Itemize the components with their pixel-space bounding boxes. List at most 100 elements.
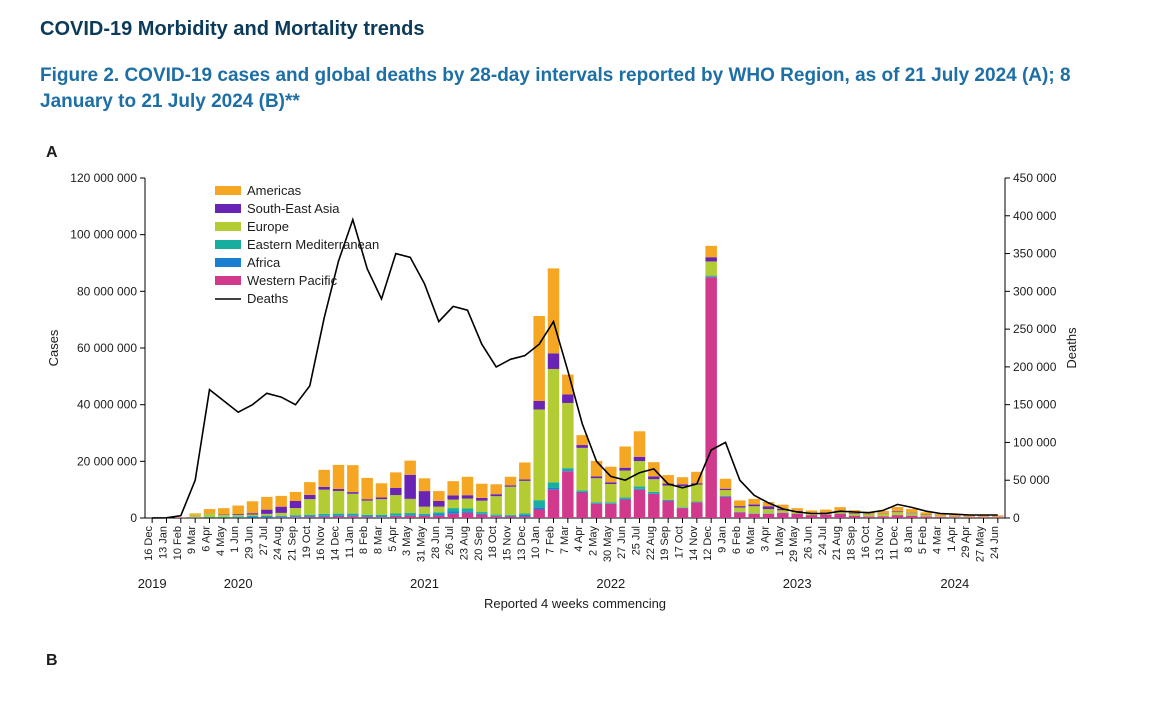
- svg-text:20 000 000: 20 000 000: [77, 455, 137, 469]
- svg-text:13 Dec: 13 Dec: [516, 526, 528, 561]
- svg-text:29 May: 29 May: [788, 526, 800, 563]
- y-left-title: Cases: [46, 329, 61, 366]
- svg-text:29 Apr: 29 Apr: [960, 526, 972, 558]
- svg-text:23 Aug: 23 Aug: [459, 526, 471, 560]
- svg-text:13 Jan: 13 Jan: [158, 526, 170, 559]
- svg-text:27 May: 27 May: [975, 526, 987, 563]
- svg-text:21 Sep: 21 Sep: [287, 526, 299, 561]
- svg-text:30 May: 30 May: [602, 526, 614, 563]
- chart-a: 0 20 000 000 40 000 000 60 000 000 80 000 00…: [40, 168, 1090, 638]
- svg-text:Americas: Americas: [247, 183, 302, 198]
- svg-text:0: 0: [1013, 511, 1020, 525]
- svg-text:Eastern Mediterranean: Eastern Mediterranean: [247, 237, 379, 252]
- svg-text:350 000: 350 000: [1013, 247, 1057, 261]
- svg-text:3 May: 3 May: [401, 526, 413, 556]
- svg-text:27 Jul: 27 Jul: [258, 526, 270, 555]
- svg-text:100 000: 100 000: [1013, 436, 1057, 450]
- svg-text:18 Oct: 18 Oct: [487, 526, 499, 558]
- svg-text:4 Apr: 4 Apr: [573, 526, 585, 552]
- svg-text:0: 0: [130, 511, 137, 525]
- svg-text:21 Aug: 21 Aug: [831, 526, 843, 560]
- svg-text:16 Dec: 16 Dec: [143, 526, 155, 561]
- figure-title: Figure 2. COVID-19 cases and global deat…: [40, 63, 1136, 114]
- svg-text:14 Nov: 14 Nov: [688, 526, 700, 561]
- svg-text:14 Dec: 14 Dec: [330, 526, 342, 561]
- svg-text:31 May: 31 May: [416, 526, 428, 563]
- panel-a-label: A: [46, 144, 1136, 162]
- svg-text:6 Feb: 6 Feb: [731, 526, 743, 554]
- svg-text:29 Jun: 29 Jun: [244, 526, 256, 559]
- x-axis-labels: 16 Dec13 Jan10 Feb9 Mar6 Apr4 May1 Jun29…: [143, 518, 1001, 562]
- x-axis-title: Reported 4 weeks commencing: [484, 596, 666, 611]
- svg-text:5 Feb: 5 Feb: [917, 526, 929, 554]
- svg-text:26 Jul: 26 Jul: [444, 526, 456, 555]
- svg-text:19 Sep: 19 Sep: [659, 526, 671, 561]
- chart-a-svg: 0 20 000 000 40 000 000 60 000 000 80 000 00…: [40, 168, 1090, 638]
- svg-text:400 000: 400 000: [1013, 209, 1057, 223]
- svg-text:1 May: 1 May: [774, 526, 786, 556]
- svg-text:80 000 000: 80 000 000: [77, 285, 137, 299]
- legend: Americas South-East Asia Europe Eastern Med…: [215, 183, 379, 306]
- svg-text:2021: 2021: [410, 576, 439, 591]
- svg-text:10 Jan: 10 Jan: [530, 526, 542, 559]
- svg-text:10 Feb: 10 Feb: [172, 526, 184, 560]
- svg-text:8 Jan: 8 Jan: [903, 526, 915, 553]
- svg-text:2024: 2024: [940, 576, 969, 591]
- svg-text:5 Apr: 5 Apr: [387, 526, 399, 552]
- svg-text:16 Oct: 16 Oct: [860, 526, 872, 558]
- svg-text:200 000: 200 000: [1013, 360, 1057, 374]
- svg-text:4 Mar: 4 Mar: [932, 526, 944, 554]
- svg-text:15 Nov: 15 Nov: [502, 526, 514, 561]
- svg-text:2019: 2019: [138, 576, 167, 591]
- svg-text:25 Jul: 25 Jul: [631, 526, 643, 555]
- svg-text:24 Aug: 24 Aug: [272, 526, 284, 560]
- svg-text:27 Jun: 27 Jun: [616, 526, 628, 559]
- svg-text:60 000 000: 60 000 000: [77, 341, 137, 355]
- svg-text:Deaths: Deaths: [247, 291, 289, 306]
- svg-text:40 000 000: 40 000 000: [77, 398, 137, 412]
- svg-text:2023: 2023: [783, 576, 812, 591]
- svg-text:2020: 2020: [224, 576, 253, 591]
- svg-text:4 May: 4 May: [215, 526, 227, 556]
- svg-text:7 Mar: 7 Mar: [559, 526, 571, 554]
- svg-text:8 Feb: 8 Feb: [358, 526, 370, 554]
- panel-b-label: B: [46, 652, 1136, 670]
- svg-text:13 Nov: 13 Nov: [874, 526, 886, 561]
- svg-text:7 Feb: 7 Feb: [545, 526, 557, 554]
- svg-text:2 May: 2 May: [588, 526, 600, 556]
- svg-text:24 Jun: 24 Jun: [989, 526, 1001, 559]
- svg-text:3 Apr: 3 Apr: [760, 526, 772, 552]
- svg-text:12 Dec: 12 Dec: [702, 526, 714, 561]
- svg-text:Europe: Europe: [247, 219, 289, 234]
- svg-text:South-East Asia: South-East Asia: [247, 201, 340, 216]
- svg-text:18 Sep: 18 Sep: [846, 526, 858, 561]
- svg-text:20 Sep: 20 Sep: [473, 526, 485, 561]
- svg-text:2022: 2022: [596, 576, 625, 591]
- svg-text:17 Oct: 17 Oct: [674, 526, 686, 558]
- y-right-title: Deaths: [1064, 327, 1079, 369]
- svg-text:16 Nov: 16 Nov: [315, 526, 327, 561]
- svg-text:9 Mar: 9 Mar: [186, 526, 198, 554]
- svg-text:11 Jan: 11 Jan: [344, 526, 356, 558]
- svg-text:1 Apr: 1 Apr: [946, 526, 958, 552]
- y-left-axis: 0 20 000 000 40 000 000 60 000 000 80 000 00…: [70, 171, 145, 525]
- svg-text:11 Dec: 11 Dec: [889, 526, 901, 561]
- svg-text:24 Jul: 24 Jul: [817, 526, 829, 555]
- svg-text:Western Pacific: Western Pacific: [247, 273, 338, 288]
- svg-text:450 000: 450 000: [1013, 171, 1057, 185]
- svg-text:50 000: 50 000: [1013, 474, 1050, 488]
- svg-text:6 Apr: 6 Apr: [201, 526, 213, 552]
- y-right-axis: 0 50 000 100 000 150 000 200 000 250 000 300 0…: [1005, 171, 1057, 525]
- svg-text:120 000 000: 120 000 000: [70, 171, 137, 185]
- svg-text:6 Mar: 6 Mar: [745, 526, 757, 554]
- x-year-labels: 2019 2020 2021 2022 2023 2024: [138, 576, 970, 591]
- svg-text:250 000: 250 000: [1013, 322, 1057, 336]
- svg-text:22 Aug: 22 Aug: [645, 526, 657, 560]
- svg-text:100 000 000: 100 000 000: [70, 228, 137, 242]
- page-title: COVID-19 Morbidity and Mortality trends: [40, 18, 1136, 41]
- svg-text:300 000: 300 000: [1013, 285, 1057, 299]
- svg-text:150 000: 150 000: [1013, 398, 1057, 412]
- svg-text:26 Jun: 26 Jun: [803, 526, 815, 559]
- svg-text:19 Oct: 19 Oct: [301, 526, 313, 558]
- svg-text:Africa: Africa: [247, 255, 281, 270]
